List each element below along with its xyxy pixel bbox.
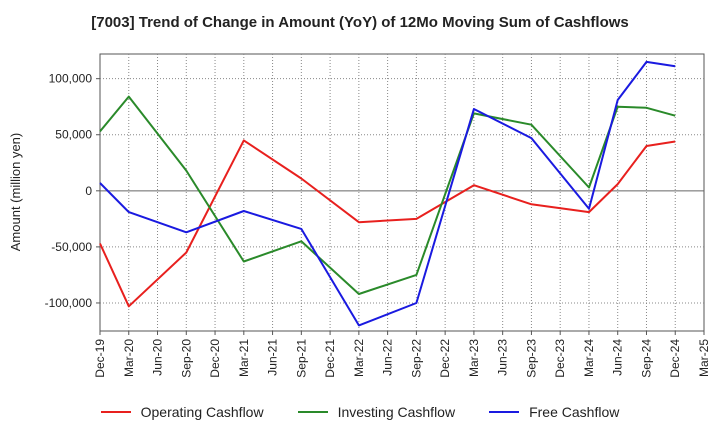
legend-label-operating-cashflow: Operating Cashflow	[140, 404, 264, 420]
x-tick-label: Sep-20	[179, 339, 193, 378]
x-tick-label: Dec-22	[438, 339, 452, 378]
y-tick-label: -50,000	[51, 240, 92, 254]
x-tick-label: Sep-23	[524, 339, 538, 378]
legend-swatch-free-cashflow	[489, 411, 520, 413]
x-tick-label: Mar-20	[122, 339, 136, 377]
y-tick-label: 100,000	[49, 72, 93, 86]
x-tick-label: Jun-21	[266, 339, 280, 376]
x-tick-label: Mar-22	[352, 339, 366, 377]
x-tick-label: Sep-24	[639, 339, 653, 378]
x-tick-label: Mar-25	[697, 339, 711, 377]
free-cashflow-line	[99, 60, 676, 327]
x-tick-label: Dec-21	[323, 339, 337, 378]
x-tick-label: Jun-22	[381, 339, 395, 376]
x-tick-label: Sep-22	[409, 339, 423, 378]
legend-label-free-cashflow: Free Cashflow	[529, 404, 620, 420]
legend-item-free-cashflow: Free Cashflow	[489, 404, 619, 420]
chart-title: [7003] Trend of Change in Amount (YoY) o…	[91, 14, 629, 31]
x-tick-label: Mar-23	[467, 339, 481, 377]
legend-label-investing-cashflow: Investing Cashflow	[337, 404, 456, 420]
y-tick-label: 0	[85, 184, 92, 198]
legend-swatch-investing-cashflow	[297, 411, 328, 413]
legend: Operating Cashflow Investing Cashflow Free…	[0, 404, 720, 420]
x-tick-label: Dec-23	[553, 339, 567, 378]
legend-item-operating-cashflow: Operating Cashflow	[100, 404, 264, 420]
x-tick-label: Jun-20	[151, 339, 165, 376]
operating-cashflow-line	[99, 139, 676, 308]
y-axis-ticks: 100,000 50,000 0 -50,000 -100,000	[45, 72, 100, 310]
x-tick-label: Dec-24	[668, 339, 682, 378]
legend-swatch-operating-cashflow	[100, 411, 131, 413]
x-tick-label: Dec-19	[93, 339, 107, 378]
x-tick-label: Mar-24	[582, 339, 596, 377]
y-tick-label: -100,000	[45, 296, 93, 310]
legend-item-investing-cashflow: Investing Cashflow	[297, 404, 456, 420]
x-tick-label: Dec-20	[208, 339, 222, 378]
investing-cashflow-line	[99, 95, 676, 295]
x-tick-label: Sep-21	[294, 339, 308, 378]
x-axis-ticks: Dec-19 Mar-20 Jun-20 Sep-20 Dec-20 Mar-21 Jun-…	[93, 331, 711, 378]
y-tick-label: 50,000	[55, 128, 92, 142]
x-tick-label: Jun-23	[496, 339, 510, 376]
y-axis-label: Amount (million yen)	[8, 133, 23, 252]
series-lines	[99, 60, 676, 327]
plot-area	[99, 53, 705, 332]
x-tick-label: Jun-24	[611, 339, 625, 376]
x-tick-label: Mar-21	[237, 339, 251, 377]
